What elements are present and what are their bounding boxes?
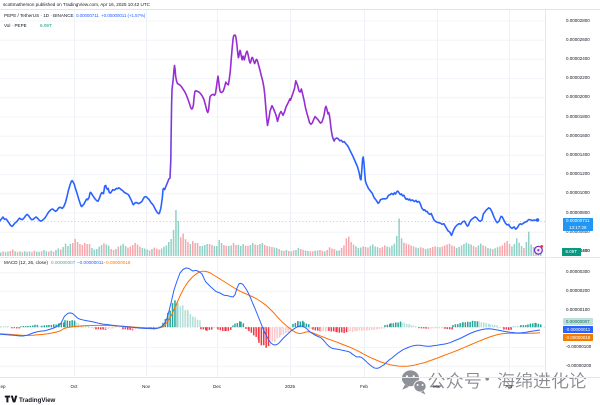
svg-text:TradingView: TradingView xyxy=(19,397,56,404)
